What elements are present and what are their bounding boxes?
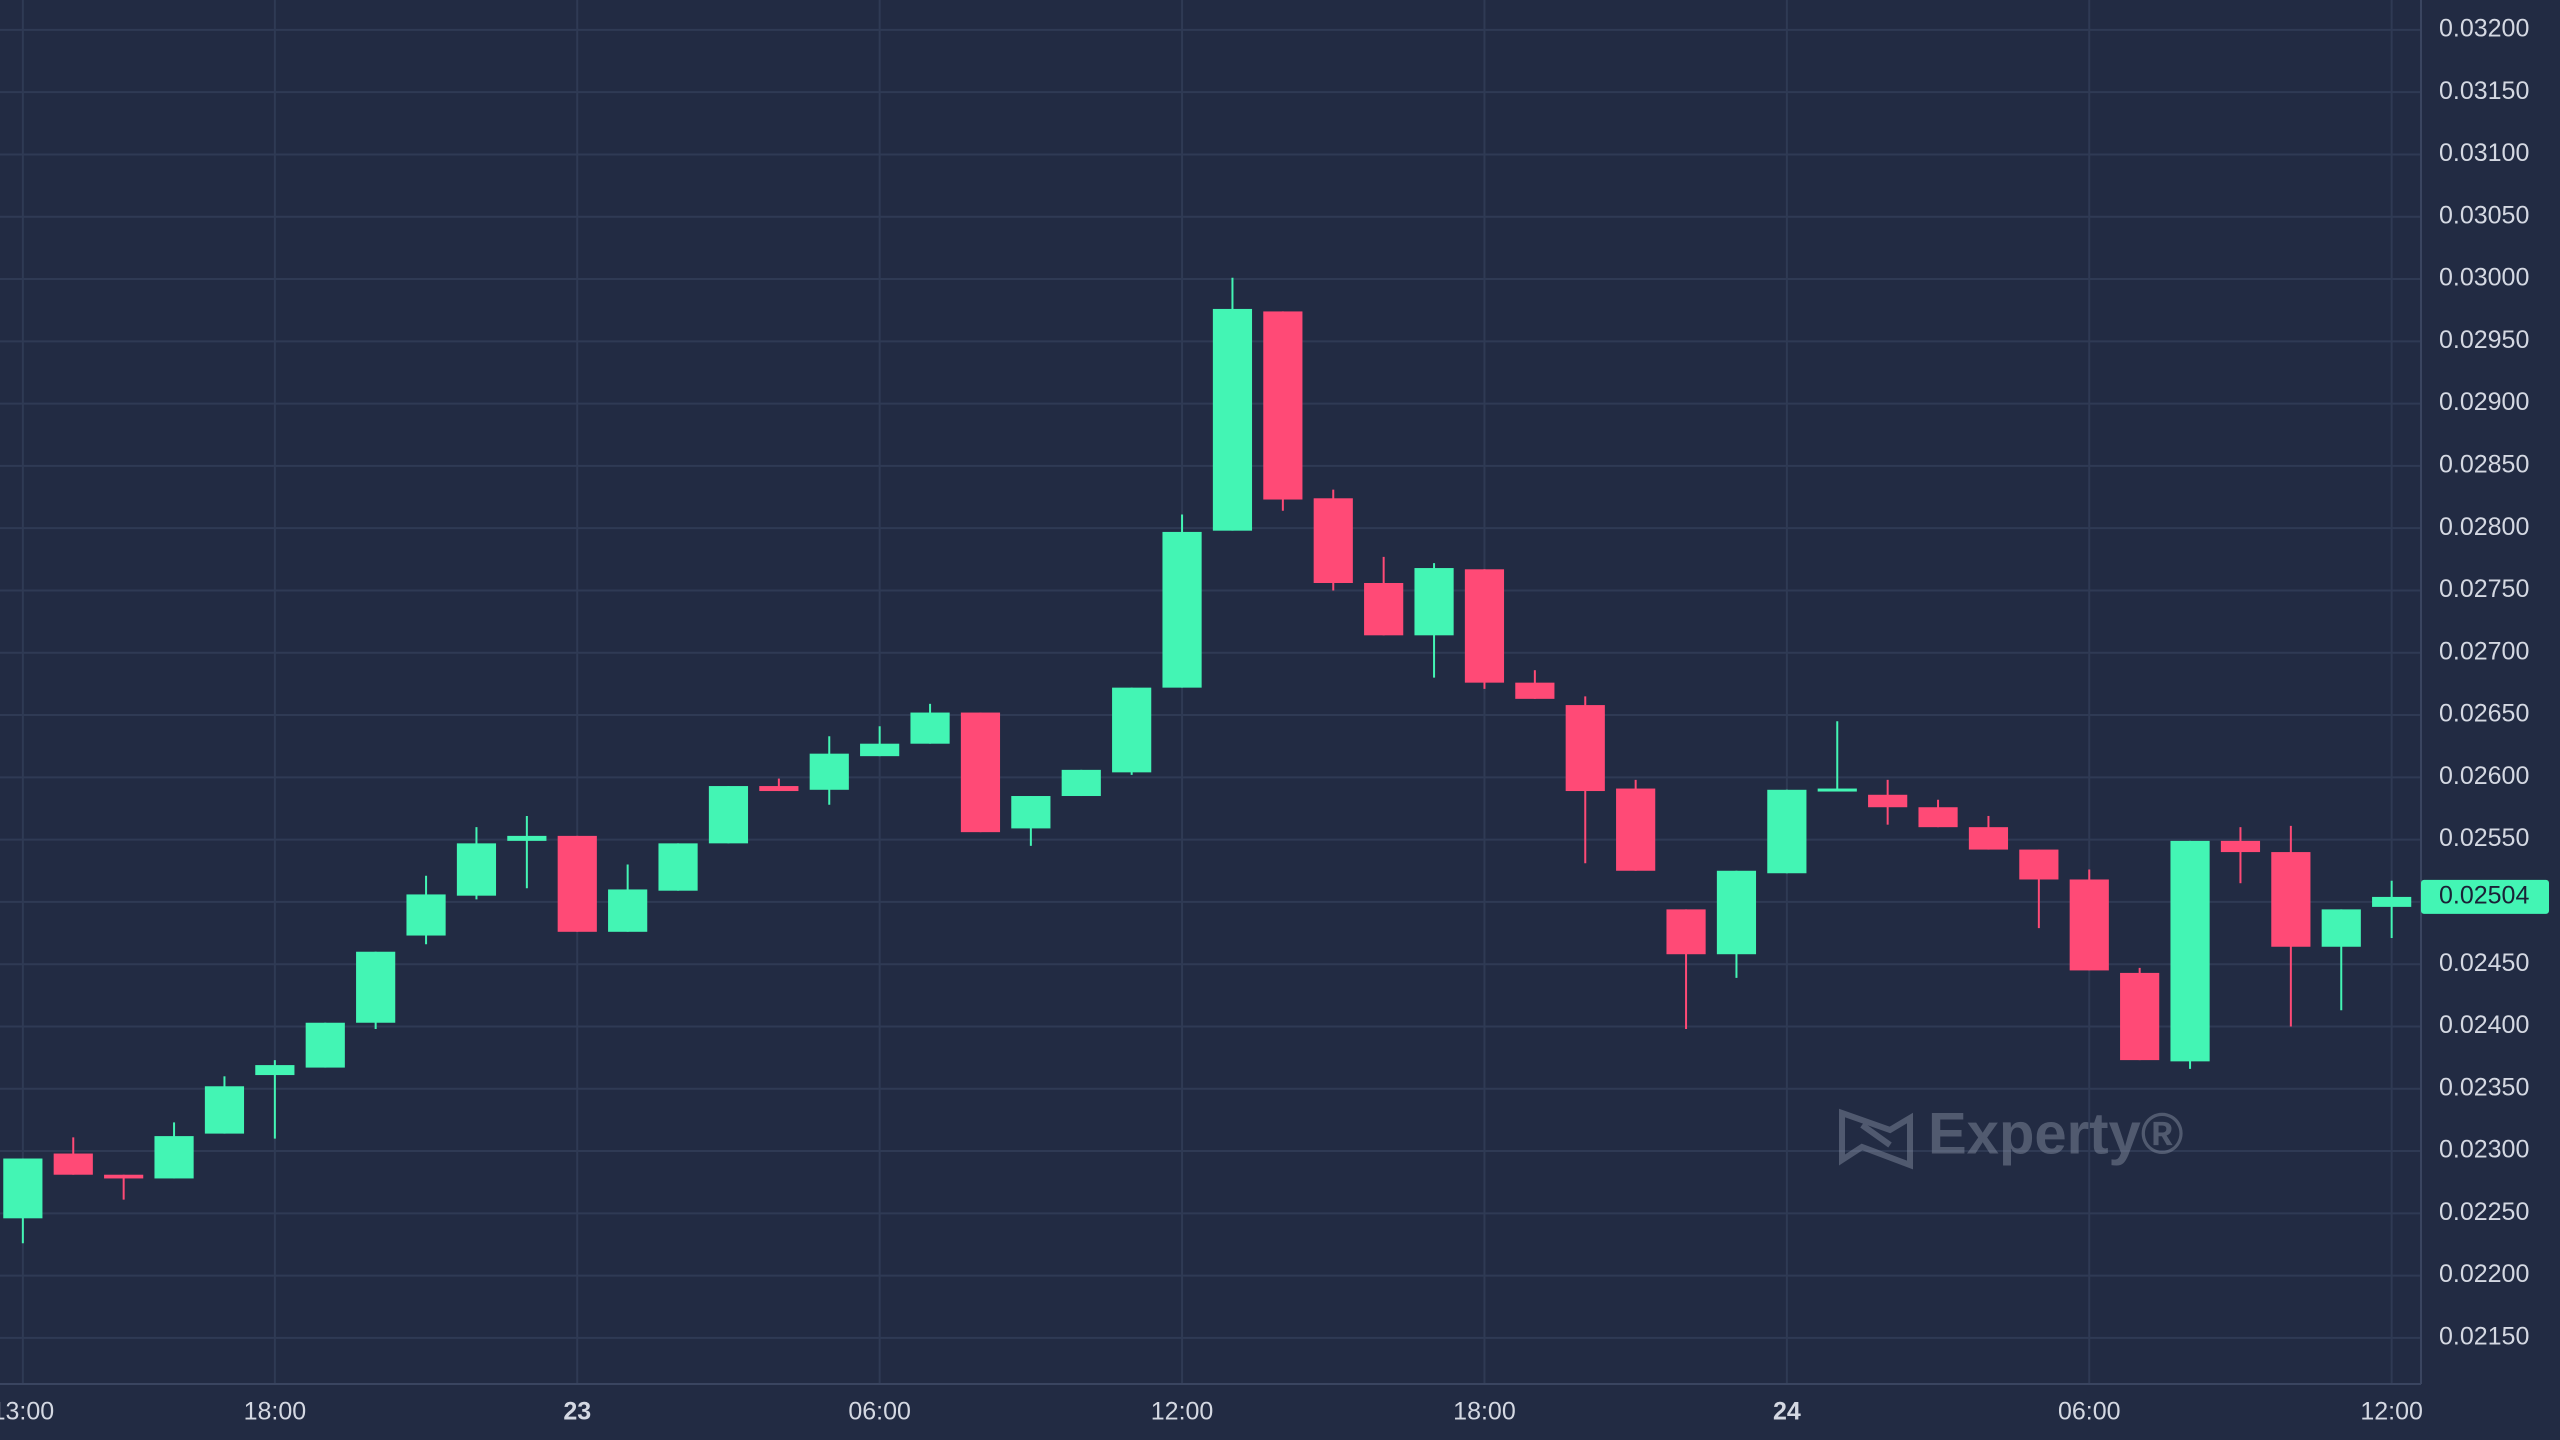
- candle-body: [658, 843, 698, 891]
- y-tick-label: 0.02350: [2439, 1073, 2529, 1101]
- candle-body: [1716, 870, 1757, 955]
- candle-body: [557, 835, 597, 932]
- last-price-label: 0.02504: [2439, 882, 2529, 910]
- candle-body: [53, 1153, 93, 1175]
- y-tick-label: 0.02450: [2439, 949, 2529, 977]
- candle-body: [809, 753, 849, 790]
- candle-body: [1565, 705, 1605, 792]
- candle-body: [1212, 308, 1253, 531]
- x-tick-label: 18:00: [244, 1398, 307, 1426]
- candle-body: [356, 951, 396, 1023]
- y-tick-label: 0.02700: [2439, 637, 2529, 665]
- y-tick-label: 0.02250: [2439, 1198, 2529, 1226]
- axes: 0.02150 0.02200 0.02250 0.02300 0.02350 0.024…: [0, 15, 2549, 1426]
- candle-body: [759, 786, 799, 792]
- candle-body: [456, 843, 497, 896]
- candle-body: [910, 712, 950, 744]
- watermark-logo: [1839, 1108, 1913, 1170]
- candle-body: [2220, 840, 2261, 853]
- candle-body: [2120, 972, 2160, 1061]
- y-tick-label: 0.03050: [2439, 201, 2529, 229]
- candle-body: [1767, 789, 1807, 874]
- y-tick-label: 0.02600: [2439, 762, 2529, 790]
- candle-body: [608, 889, 648, 932]
- candle-body: [2372, 896, 2412, 907]
- candle-body: [1162, 531, 1202, 688]
- y-tick-label: 0.03100: [2439, 139, 2529, 167]
- y-tick-label: 0.03000: [2439, 264, 2529, 292]
- candle-body: [305, 1022, 345, 1068]
- x-tick-label: 13:00: [0, 1398, 54, 1426]
- y-tick-label: 0.02650: [2439, 700, 2529, 728]
- candles: [3, 277, 2412, 1244]
- x-tick-label: 12:00: [1151, 1398, 1214, 1426]
- candle-body: [2019, 849, 2059, 880]
- candle-body: [1464, 569, 1505, 683]
- candle-body: [1061, 769, 1101, 797]
- candle-body: [1515, 682, 1555, 699]
- y-tick-label: 0.02750: [2439, 575, 2529, 603]
- candle-body: [1364, 582, 1404, 636]
- last-price-box: [2421, 879, 2549, 914]
- candle-body: [507, 835, 547, 841]
- y-tick-label: 0.03200: [2439, 15, 2529, 43]
- candle-body: [1817, 788, 1857, 792]
- y-tick-label: 0.02400: [2439, 1011, 2529, 1039]
- candle-body: [1666, 909, 1706, 955]
- candle-body: [960, 712, 1001, 833]
- candle-body: [204, 1086, 245, 1134]
- y-tick-label: 0.02900: [2439, 388, 2529, 416]
- candle-body: [1968, 827, 2009, 850]
- candle-body: [154, 1136, 194, 1179]
- y-tick-label: 0.02550: [2439, 824, 2529, 852]
- candle-body: [2271, 852, 2311, 947]
- candle-body: [2321, 909, 2361, 947]
- candle-body: [255, 1065, 295, 1076]
- y-tick-label: 0.02200: [2439, 1260, 2529, 1288]
- candle-body: [1616, 788, 1656, 871]
- watermark-text: Experty®: [1928, 1101, 2184, 1166]
- x-tick-label: 06:00: [2058, 1398, 2121, 1426]
- y-tick-label: 0.02850: [2439, 451, 2529, 479]
- candle-body: [1918, 807, 1958, 828]
- candle-body: [1868, 794, 1908, 808]
- x-tick-label: 18:00: [1453, 1398, 1516, 1426]
- x-tick-label: 06:00: [848, 1398, 911, 1426]
- x-tick-label: 23: [563, 1398, 591, 1426]
- x-tick-label: 24: [1773, 1398, 1801, 1426]
- x-tick-label: 12:00: [2360, 1398, 2423, 1426]
- candle-body: [1313, 498, 1353, 583]
- candle-body: [708, 786, 749, 844]
- candle-body: [3, 1158, 43, 1219]
- candle-body: [2170, 840, 2210, 1062]
- y-tick-label: 0.02300: [2439, 1136, 2529, 1164]
- y-tick-label: 0.02800: [2439, 513, 2529, 541]
- candle-body: [1263, 311, 1303, 500]
- candle-body: [406, 894, 446, 936]
- candle-body: [1414, 568, 1454, 636]
- grid: [0, 0, 2421, 1384]
- y-tick-label: 0.02950: [2439, 326, 2529, 354]
- candle-body: [860, 743, 900, 757]
- y-tick-label: 0.02150: [2439, 1323, 2529, 1351]
- y-tick-label: 0.03150: [2439, 77, 2529, 105]
- candle-body: [1112, 687, 1152, 773]
- candle-body: [104, 1174, 144, 1179]
- candle-body: [2069, 879, 2109, 971]
- watermark: Experty®: [1839, 1101, 2184, 1170]
- candle-body: [1011, 796, 1051, 829]
